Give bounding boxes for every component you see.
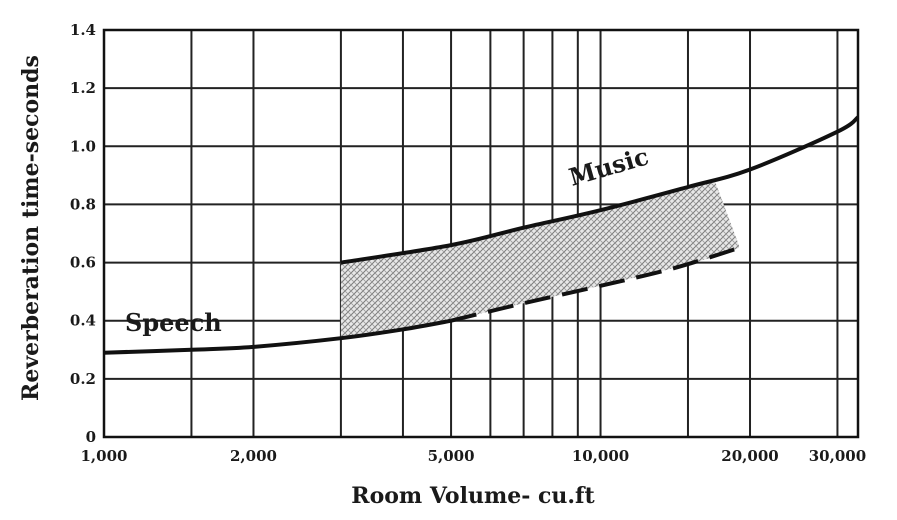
- x-tick-labels: 1,000 2,000 5,000 10,000 20,000 30,000: [81, 447, 867, 465]
- y-tick-label: 0.2: [70, 370, 96, 388]
- y-tick-label: 0.4: [70, 312, 96, 330]
- y-tick-label: 0.6: [70, 254, 96, 272]
- x-tick-label: 10,000: [572, 447, 629, 465]
- music-line: [340, 115, 860, 265]
- x-tick-label: 20,000: [721, 447, 778, 465]
- speech-dashed-line: [450, 246, 740, 323]
- x-axis-title: Room Volume- cu.ft: [351, 483, 595, 509]
- plot-frame: [102, 28, 860, 439]
- plot-border: [102, 28, 860, 439]
- speech-line: [103, 318, 452, 355]
- y-tick-label: 1.4: [70, 21, 96, 39]
- speech-curve-label: Speech: [125, 308, 222, 337]
- x-tick-label: 2,000: [230, 447, 277, 465]
- y-tick-label: 0.8: [70, 195, 96, 213]
- series-lines: [103, 115, 860, 355]
- shaded-region: [340, 181, 739, 339]
- y-axis-title: Reverberation time-seconds: [18, 55, 44, 401]
- y-tick-labels: 0 0.2 0.4 0.6 0.8 1.0 1.2 1.4: [70, 21, 96, 446]
- x-tick-label: 5,000: [428, 447, 475, 465]
- x-tick-label: 30,000: [809, 447, 866, 465]
- x-tick-label: 1,000: [81, 447, 128, 465]
- y-tick-label: 0: [86, 428, 96, 446]
- hatched-area: [340, 181, 739, 339]
- y-tick-label: 1.0: [70, 137, 96, 155]
- y-tick-label: 1.2: [70, 79, 96, 97]
